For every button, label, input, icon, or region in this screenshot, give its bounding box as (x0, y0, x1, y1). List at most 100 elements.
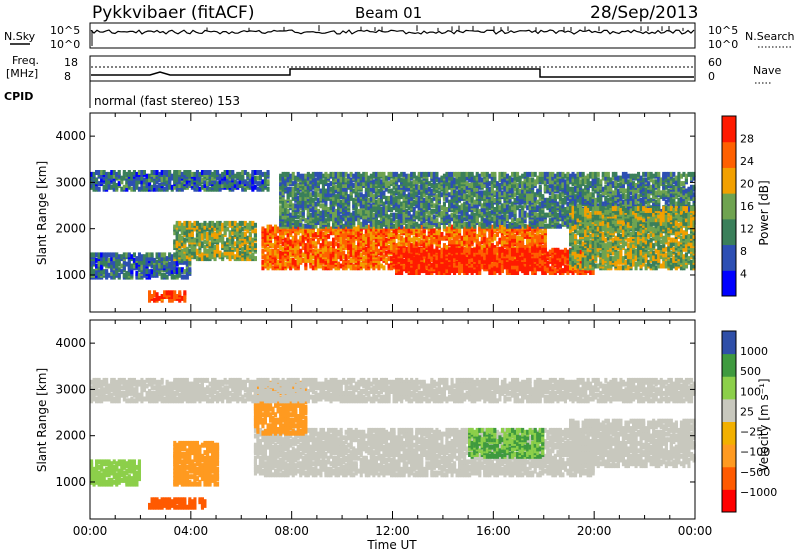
power-cell (412, 230, 416, 236)
power-cell (246, 235, 250, 241)
power-cell (538, 251, 542, 257)
power-cell (503, 251, 507, 257)
power-cell (223, 170, 227, 175)
power-cell (309, 173, 313, 179)
power-cell (490, 257, 494, 262)
power-cell (266, 233, 270, 239)
power-cell (480, 249, 484, 255)
power-cell (296, 245, 300, 250)
power-cell (231, 230, 235, 236)
power-cell (321, 265, 325, 271)
power-cell (349, 243, 353, 249)
power-cell (468, 247, 472, 253)
power-cell (178, 175, 182, 181)
power-cell (112, 256, 116, 262)
power-cell (208, 241, 212, 247)
power-cell (352, 188, 356, 194)
power-cell (274, 250, 278, 256)
power-cell (367, 212, 371, 218)
power-cell (266, 265, 270, 271)
power-cell (490, 232, 494, 237)
power-cell (392, 216, 396, 222)
power-cell (183, 290, 187, 296)
power-cell (448, 214, 452, 220)
power-cell (339, 171, 343, 177)
power-cell (400, 270, 404, 275)
power-cell (455, 247, 459, 253)
power-cell (130, 171, 134, 177)
power-cell (475, 233, 479, 239)
power-cell (125, 186, 129, 192)
power-cell (478, 255, 482, 261)
power-cell (122, 170, 126, 175)
power-cell (200, 241, 204, 247)
power-cell (395, 246, 399, 252)
power-cell (382, 205, 386, 211)
power-cell (306, 218, 310, 224)
power-cell (327, 207, 331, 212)
power-cell (327, 173, 331, 179)
power-cell (442, 201, 446, 207)
power-cell (518, 257, 522, 262)
power-cell (362, 218, 366, 224)
power-cell (349, 250, 353, 256)
power-cell (395, 233, 399, 239)
power-cell (440, 192, 444, 198)
power-cell (397, 190, 401, 196)
power-cell (377, 171, 381, 177)
power-cell (316, 192, 320, 198)
power-cell (503, 239, 507, 245)
power-cell (127, 263, 131, 269)
power-cell (127, 252, 131, 258)
power-cell (316, 186, 320, 192)
power-cell (354, 256, 358, 262)
power-cell (135, 263, 139, 269)
power-cell (392, 223, 396, 229)
power-cell (226, 173, 230, 179)
power-cell (412, 199, 416, 205)
power-cell (463, 235, 467, 241)
power-cell (218, 250, 222, 256)
power-cell (362, 194, 366, 200)
power-cell (145, 261, 149, 267)
power-cell (173, 239, 177, 245)
power-cell (367, 197, 371, 203)
power-cell (213, 183, 217, 188)
power-cell (158, 171, 162, 177)
power-cell (430, 183, 434, 188)
power-cell (591, 270, 595, 275)
power-cell (400, 245, 404, 250)
power-cell (432, 171, 436, 177)
power-cell (490, 262, 494, 268)
power-cell (372, 218, 376, 224)
power-cell (339, 254, 343, 260)
power-cell (339, 175, 343, 181)
power-cell (185, 246, 189, 252)
power-cell (163, 259, 167, 265)
power-cell (279, 205, 283, 211)
power-cell (435, 203, 439, 209)
power-cell (415, 210, 419, 216)
power-cell (561, 249, 565, 255)
power-cell (395, 243, 399, 249)
power-cell (563, 247, 567, 253)
power-cell (432, 228, 436, 234)
power-cell (516, 253, 520, 259)
power-cell (412, 179, 416, 185)
power-cell (329, 208, 333, 214)
power-cell (377, 188, 381, 194)
power-cell (148, 177, 152, 183)
power-cell (377, 223, 381, 229)
power-cell (190, 237, 194, 243)
power-cell (352, 243, 356, 249)
power-cell (296, 175, 300, 181)
power-cell (581, 249, 585, 255)
power-cell (211, 171, 215, 177)
power-cell (281, 195, 285, 201)
power-cell (442, 261, 446, 267)
power-cell (306, 243, 310, 249)
power-cell (397, 249, 401, 255)
power-cell (90, 265, 94, 271)
power-cell (405, 218, 409, 224)
power-cell (319, 210, 323, 216)
